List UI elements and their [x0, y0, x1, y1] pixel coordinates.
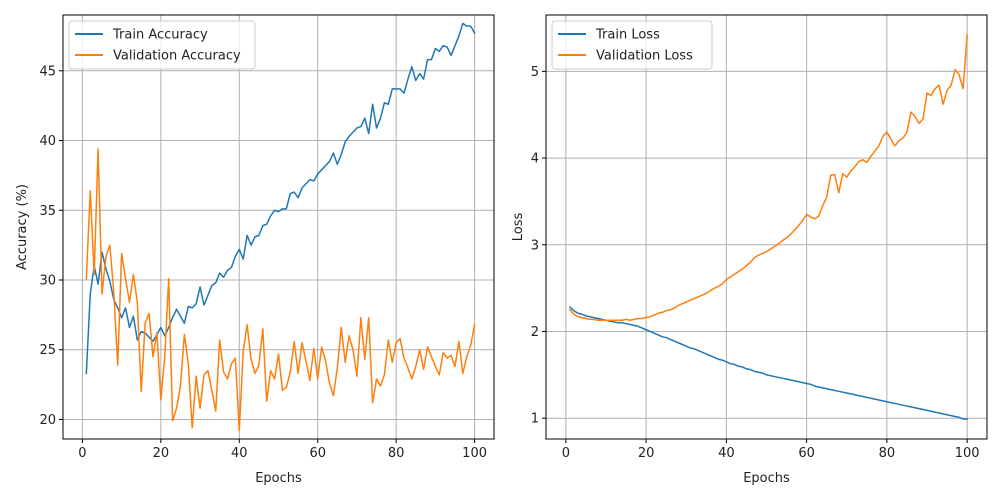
accuracy-y-axis-label: Accuracy (%): [15, 184, 30, 270]
accuracy-y-tick-label: 40: [39, 134, 56, 149]
loss-legend: Train Loss Validation Loss: [551, 20, 713, 70]
accuracy-validation-accuracy-line: [85, 148, 476, 432]
loss-chart: 0 20 40 60 80 100 1 2 3 4 5 Epochs Loss Train Loss…: [511, 14, 988, 486]
loss-y-axis-label: Loss: [511, 213, 526, 242]
accuracy-series: [85, 22, 476, 432]
accuracy-legend: Train Accuracy Validation Accuracy: [68, 20, 256, 70]
loss-x-tick-label: 100: [955, 446, 980, 461]
accuracy-grid: [63, 15, 494, 439]
accuracy-y-tick-label: 30: [39, 274, 56, 289]
loss-x-axis-label: Epochs: [743, 471, 790, 486]
accuracy-y-tick-label: 35: [39, 204, 56, 219]
accuracy-y-tick-label: 25: [39, 343, 56, 358]
loss-y-tick-label: 2: [531, 325, 539, 340]
accuracy-legend-box: [68, 20, 256, 70]
loss-legend-train-label: Train Loss: [595, 28, 660, 43]
accuracy-x-tick-label: 40: [231, 446, 248, 461]
loss-legend-validation-label: Validation Loss: [596, 49, 693, 64]
loss-y-tick-label: 1: [531, 412, 539, 427]
accuracy-legend-train-label: Train Accuracy: [112, 28, 208, 43]
loss-plot-frame: [545, 14, 988, 440]
loss-legend-box: [551, 20, 713, 70]
loss-ticks: 0 20 40 60 80 100 1 2 3 4 5: [531, 65, 980, 461]
loss-series: [568, 34, 968, 420]
accuracy-y-tick-label: 20: [39, 413, 56, 428]
accuracy-legend-validation-label: Validation Accuracy: [113, 49, 241, 64]
accuracy-x-tick-label: 60: [309, 446, 326, 461]
loss-x-tick-label: 20: [638, 446, 655, 461]
loss-y-tick-label: 3: [531, 238, 539, 253]
loss-y-tick-label: 5: [531, 65, 539, 80]
loss-validation-loss-line: [568, 34, 968, 321]
accuracy-x-tick-label: 80: [388, 446, 405, 461]
loss-x-tick-label: 60: [798, 446, 815, 461]
loss-grid: [546, 15, 987, 439]
accuracy-ticks: 0 20 40 60 80 100 20 25 30 35 40 45: [39, 64, 487, 461]
accuracy-x-tick-label: 100: [462, 446, 487, 461]
loss-train-loss-line: [568, 306, 968, 420]
loss-x-tick-label: 40: [718, 446, 735, 461]
loss-x-tick-label: 80: [879, 446, 896, 461]
loss-x-tick-label: 0: [562, 446, 570, 461]
loss-y-tick-label: 4: [531, 152, 539, 167]
accuracy-chart: 0 20 40 60 80 100 20 25 30 35 40 45 Epochs Accuracy…: [15, 14, 495, 486]
accuracy-x-axis-label: Epochs: [255, 471, 302, 486]
accuracy-x-tick-label: 20: [153, 446, 170, 461]
accuracy-x-tick-label: 0: [78, 446, 86, 461]
accuracy-plot-frame: [62, 14, 495, 440]
accuracy-y-tick-label: 45: [39, 64, 56, 79]
